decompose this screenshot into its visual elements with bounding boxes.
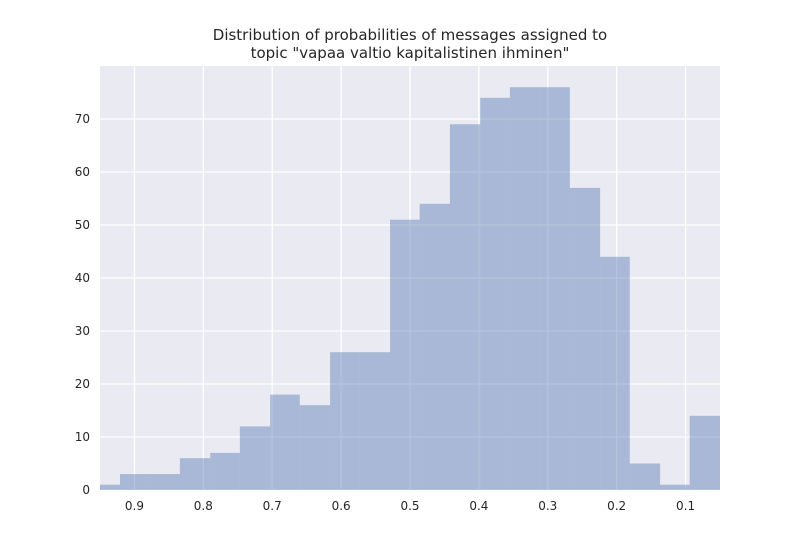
x-tick-label: 0.2 [607,499,626,513]
x-tick-label: 0.6 [332,499,351,513]
histogram-bar [390,219,420,490]
histogram-bar [359,352,391,490]
histogram-bar [149,474,180,490]
histogram-bar [270,394,300,490]
y-tick-label: 40 [75,271,90,285]
histogram-bar [480,97,510,491]
x-tick-label: 0.5 [400,499,419,513]
histogram-bar [569,187,601,490]
x-tick-label: 0.3 [538,499,557,513]
y-axis-ticks: 0 10 20 30 40 50 60 70 [75,112,90,497]
chart-title-line-2: topic "vapaa valtio kapitalistinen ihmin… [251,44,570,62]
y-tick-label: 50 [75,218,90,232]
y-tick-label: 0 [82,483,90,497]
y-tick-label: 20 [75,377,90,391]
y-tick-label: 60 [75,165,90,179]
grid-lines [100,66,720,491]
x-tick-label: 0.8 [194,499,213,513]
histogram-bar [629,463,661,490]
histogram-bar [299,405,331,490]
y-tick-label: 10 [75,430,90,444]
x-tick-label: 0.9 [125,499,144,513]
x-tick-label: 0.4 [469,499,488,513]
histogram-bar [330,352,360,490]
histogram-bar [449,124,481,491]
histogram-bar [689,415,720,490]
y-tick-label: 30 [75,324,90,338]
histogram-bars [100,87,720,491]
histogram-bar [600,256,630,490]
histogram-bar [540,87,570,490]
chart-title-line-1: Distribution of probabilities of message… [213,26,607,44]
histogram-bar [660,484,690,490]
histogram-bar [119,474,150,490]
chart-title: Distribution of probabilities of message… [213,26,607,62]
histogram-bar [100,484,120,490]
y-tick-label: 70 [75,112,90,126]
histogram-bar [210,452,240,490]
x-axis-ticks: 0.9 0.8 0.7 0.6 0.5 0.4 0.3 0.2 0.1 [125,499,695,513]
histogram-bar [509,87,541,490]
x-tick-label: 0.1 [676,499,695,513]
histogram-bar [419,203,450,491]
x-tick-label: 0.7 [263,499,282,513]
histogram-bar [179,458,211,490]
histogram-bar [239,426,271,490]
